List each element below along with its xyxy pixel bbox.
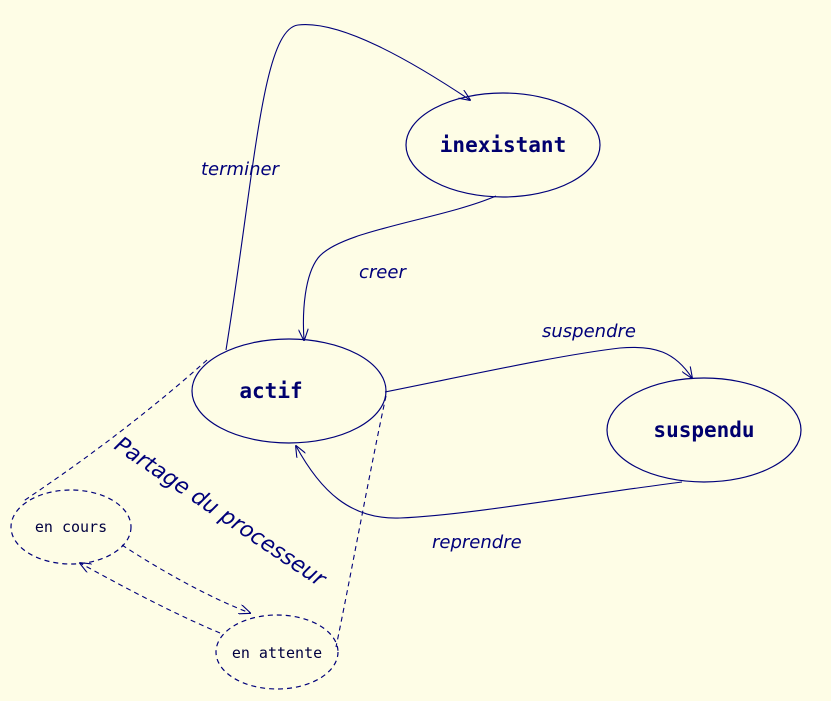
group-label-partage: Partage du processeur <box>110 432 332 593</box>
edge-label-creer: creer <box>359 262 407 283</box>
state-inexistant-label: inexistant <box>440 133 566 157</box>
edge-label-reprendre: reprendre <box>432 532 522 553</box>
edge-label-terminer: terminer <box>201 159 281 180</box>
edge-label-suspendre: suspendre <box>542 321 636 342</box>
substate-en-cours-node <box>10 489 132 565</box>
state-actif-node <box>191 338 387 444</box>
edge-creer <box>303 195 497 340</box>
group-line-lower <box>335 395 387 648</box>
state-suspendu-node <box>606 377 802 483</box>
edge-suspendre <box>384 346 692 393</box>
substate-en-attente-node <box>215 614 339 690</box>
state-actif-label: actif <box>239 379 302 403</box>
edge-reprendre <box>296 446 683 519</box>
state-inexistant-node <box>405 92 601 198</box>
group-line-upper <box>21 359 208 503</box>
state-suspendu-label: suspendu <box>653 418 754 442</box>
edge-en-cours-to-en-attente <box>121 544 250 613</box>
substate-en-attente-label: en attente <box>232 644 322 662</box>
edge-terminer <box>225 24 470 351</box>
edge-en-attente-to-en-cours <box>80 563 221 634</box>
substate-en-cours-label: en cours <box>35 518 107 536</box>
